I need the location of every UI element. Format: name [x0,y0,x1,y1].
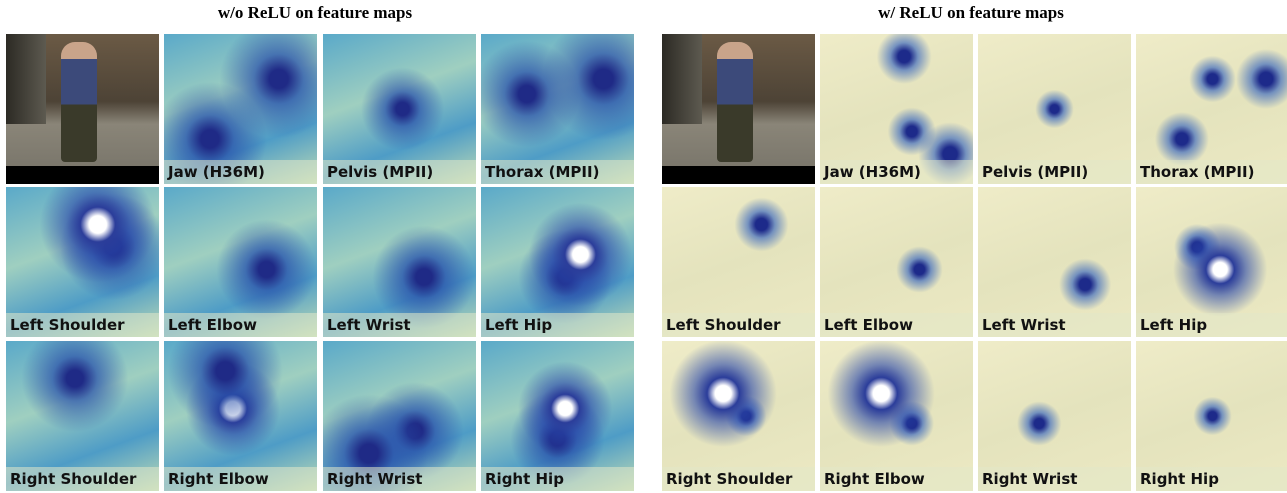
heatmap-label: Thorax (MPII) [481,160,634,184]
heatmap-label: Jaw (H36M) [820,160,973,184]
heatmap: Left Shoulder [6,187,159,337]
heatmap-label: Right Shoulder [6,467,159,491]
heatmap-label: Left Elbow [164,313,317,337]
heatmap: Left Elbow [164,187,317,337]
heatmap-label: Right Elbow [820,467,973,491]
heatmap: Jaw (H36M) [164,34,317,184]
heatmap: Thorax (MPII) [481,34,634,184]
heatmap-label: Left Hip [481,313,634,337]
heatmap: Pelvis (MPII) [978,34,1131,184]
storefront [6,34,46,124]
heatmap-label: Left Wrist [323,313,476,337]
heatmap: Right Wrist [978,341,1131,491]
heatmap: Right Elbow [164,341,317,491]
heatmap-label: Right Wrist [978,467,1131,491]
heatmap-label: Pelvis (MPII) [323,160,476,184]
heatmap: Left Hip [481,187,634,337]
heatmap-label: Right Shoulder [662,467,815,491]
heatmap-label: Right Wrist [323,467,476,491]
heatmap: Thorax (MPII) [1136,34,1287,184]
heatmap-label: Pelvis (MPII) [978,160,1131,184]
heatmap-label: Right Hip [481,467,634,491]
heatmap-label: Left Elbow [820,313,973,337]
input-photo [662,34,815,184]
figure: w/o ReLU on feature mapsJaw (H36M)Pelvis… [0,0,1287,493]
heatmap: Right Shoulder [662,341,815,491]
heatmap: Left Shoulder [662,187,815,337]
storefront [662,34,702,124]
heatmap: Left Wrist [323,187,476,337]
panel-title: w/ ReLU on feature maps [656,3,1286,23]
heatmap: Right Shoulder [6,341,159,491]
heatmap-label: Right Elbow [164,467,317,491]
heatmap-label: Jaw (H36M) [164,160,317,184]
heatmap: Left Wrist [978,187,1131,337]
panel-title: w/o ReLU on feature maps [0,3,630,23]
input-photo [6,34,159,184]
person [61,42,97,162]
heatmap: Left Hip [1136,187,1287,337]
heatmap: Right Wrist [323,341,476,491]
heatmap-label: Thorax (MPII) [1136,160,1287,184]
heatmap: Right Hip [1136,341,1287,491]
heatmap-label: Left Wrist [978,313,1131,337]
heatmap: Pelvis (MPII) [323,34,476,184]
heatmap-label: Left Shoulder [6,313,159,337]
heatmap-label: Left Shoulder [662,313,815,337]
heatmap: Right Elbow [820,341,973,491]
heatmap: Jaw (H36M) [820,34,973,184]
heatmap-label: Left Hip [1136,313,1287,337]
heatmap: Left Elbow [820,187,973,337]
person [717,42,753,162]
heatmap-label: Right Hip [1136,467,1287,491]
heatmap: Right Hip [481,341,634,491]
